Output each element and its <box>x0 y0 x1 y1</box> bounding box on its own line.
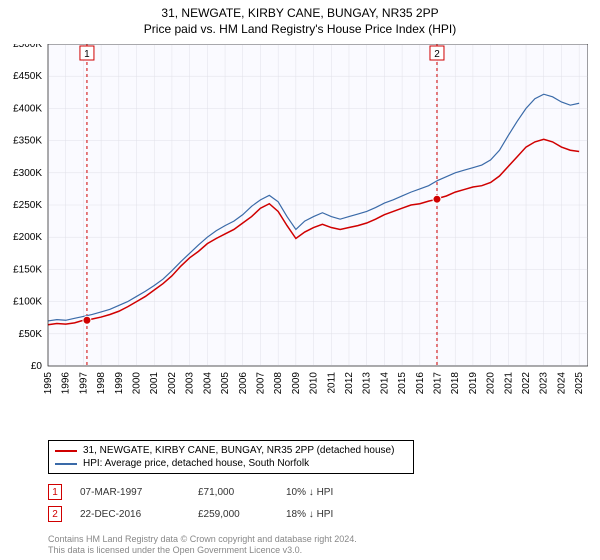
svg-text:2: 2 <box>434 49 440 60</box>
svg-text:£150K: £150K <box>13 264 42 275</box>
svg-text:1998: 1998 <box>96 372 107 394</box>
sale-delta: 18% ↓ HPI <box>286 509 333 520</box>
sale-marker-1: 1 <box>48 484 62 500</box>
legend-row: HPI: Average price, detached house, Sout… <box>55 457 407 470</box>
svg-text:2015: 2015 <box>397 372 408 394</box>
svg-text:£450K: £450K <box>13 71 42 82</box>
sale-row-1: 1 07-MAR-1997 £71,000 10% ↓ HPI <box>48 484 333 500</box>
svg-text:2003: 2003 <box>185 372 196 394</box>
svg-text:£500K: £500K <box>13 44 42 50</box>
sale-date: 22-DEC-2016 <box>80 509 180 520</box>
svg-text:£100K: £100K <box>13 297 42 308</box>
svg-text:2009: 2009 <box>291 372 302 394</box>
svg-text:2017: 2017 <box>433 372 444 394</box>
svg-text:2013: 2013 <box>362 372 373 394</box>
sale-marker-2: 2 <box>48 506 62 522</box>
app-root: 31, NEWGATE, KIRBY CANE, BUNGAY, NR35 2P… <box>0 0 600 560</box>
svg-text:1995: 1995 <box>43 372 54 394</box>
chart: £0 £50K £100K £150K £200K £250K £300K £350K £400… <box>6 44 588 394</box>
svg-text:1997: 1997 <box>78 372 89 394</box>
title-subtitle: Price paid vs. HM Land Registry's House … <box>0 20 600 40</box>
svg-text:2025: 2025 <box>574 372 585 394</box>
svg-text:2008: 2008 <box>273 372 284 394</box>
svg-text:2021: 2021 <box>503 372 514 394</box>
svg-text:2002: 2002 <box>167 372 178 394</box>
svg-text:2022: 2022 <box>521 372 532 394</box>
svg-text:2007: 2007 <box>255 372 266 394</box>
sale-row-2: 2 22-DEC-2016 £259,000 18% ↓ HPI <box>48 506 333 522</box>
svg-text:2019: 2019 <box>468 372 479 394</box>
sale-price: £71,000 <box>198 487 268 498</box>
svg-text:2006: 2006 <box>238 372 249 394</box>
footnote: Contains HM Land Registry data © Crown c… <box>48 534 357 557</box>
svg-text:2010: 2010 <box>309 372 320 394</box>
svg-text:£0: £0 <box>31 361 43 372</box>
title-address: 31, NEWGATE, KIRBY CANE, BUNGAY, NR35 2P… <box>0 0 600 20</box>
svg-text:2001: 2001 <box>149 372 160 394</box>
footnote-line1: Contains HM Land Registry data © Crown c… <box>48 534 357 545</box>
sale-price: £259,000 <box>198 509 268 520</box>
svg-text:2020: 2020 <box>486 372 497 394</box>
svg-text:2011: 2011 <box>326 372 337 394</box>
svg-text:1: 1 <box>84 49 90 60</box>
sale-date: 07-MAR-1997 <box>80 487 180 498</box>
svg-text:2000: 2000 <box>132 372 143 394</box>
svg-text:1996: 1996 <box>61 372 72 394</box>
legend-label: 31, NEWGATE, KIRBY CANE, BUNGAY, NR35 2P… <box>83 445 394 456</box>
legend-row: 31, NEWGATE, KIRBY CANE, BUNGAY, NR35 2P… <box>55 444 407 457</box>
svg-text:£300K: £300K <box>13 168 42 179</box>
svg-text:2018: 2018 <box>450 372 461 394</box>
svg-text:2005: 2005 <box>220 372 231 394</box>
svg-text:2012: 2012 <box>344 372 355 394</box>
svg-text:£400K: £400K <box>13 103 42 114</box>
svg-text:£200K: £200K <box>13 232 42 243</box>
legend: 31, NEWGATE, KIRBY CANE, BUNGAY, NR35 2P… <box>48 440 414 474</box>
legend-swatch <box>55 450 77 452</box>
legend-swatch <box>55 463 77 465</box>
footnote-line2: This data is licensed under the Open Gov… <box>48 545 357 556</box>
svg-text:£250K: £250K <box>13 200 42 211</box>
svg-text:£350K: £350K <box>13 136 42 147</box>
sale-delta: 10% ↓ HPI <box>286 487 333 498</box>
svg-text:2016: 2016 <box>415 372 426 394</box>
svg-text:2023: 2023 <box>539 372 550 394</box>
svg-text:2004: 2004 <box>202 372 213 394</box>
svg-text:2014: 2014 <box>379 372 390 394</box>
svg-text:2024: 2024 <box>556 372 567 394</box>
legend-label: HPI: Average price, detached house, Sout… <box>83 458 309 469</box>
svg-text:1999: 1999 <box>114 372 125 394</box>
svg-text:£50K: £50K <box>19 329 43 340</box>
